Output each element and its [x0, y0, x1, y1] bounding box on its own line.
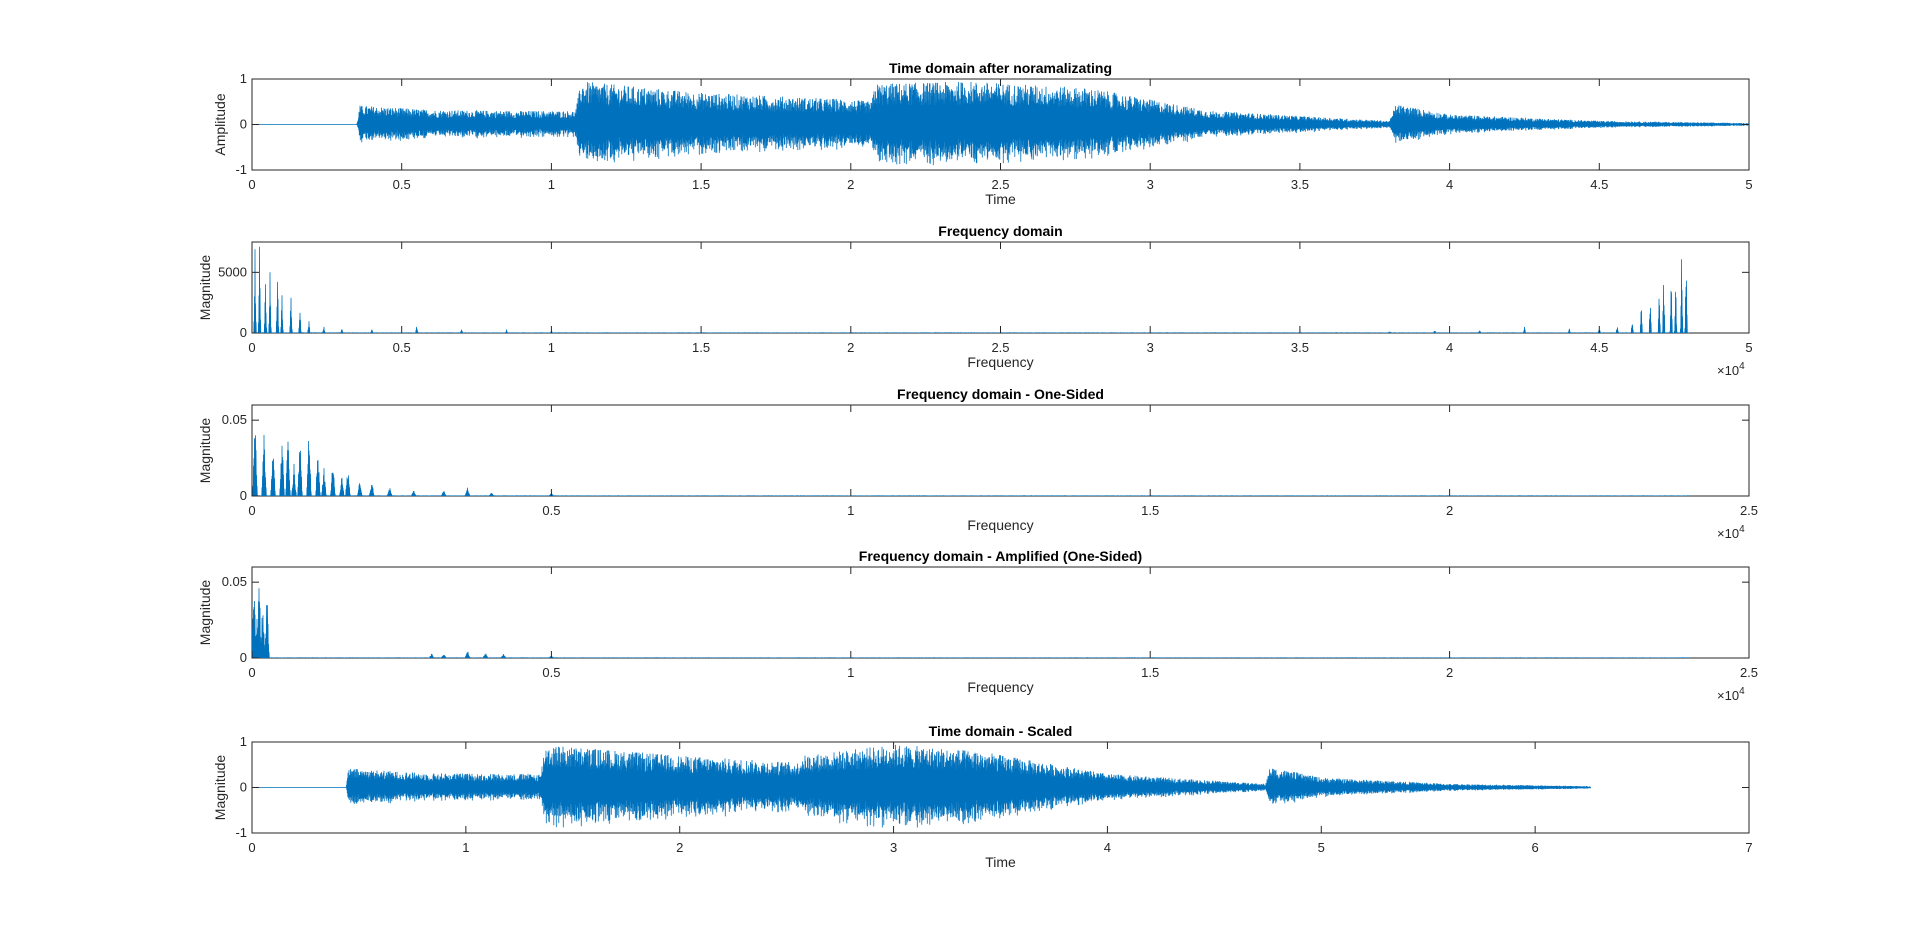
x-tick-label: 0.5 [542, 503, 560, 518]
x-tick-label: 3 [1147, 177, 1154, 192]
y-tick-label: 0.05 [222, 574, 247, 589]
x-tick-label: 2 [847, 177, 854, 192]
x-tick-label: 0 [248, 503, 255, 518]
x-exponent-power: 4 [1739, 524, 1745, 535]
x-tick-label: 2.5 [991, 340, 1009, 355]
x-tick-label: 0 [248, 665, 255, 680]
x-exponent-power: 4 [1739, 361, 1745, 372]
y-tick-label: 0 [240, 780, 247, 795]
x-exponent-base: ×10 [1717, 363, 1739, 378]
chart-title: Time domain - Scaled [929, 723, 1073, 739]
chart-title: Time domain after noramalizating [889, 60, 1112, 76]
x-tick-label: 0.5 [542, 665, 560, 680]
x-tick-label: 1.5 [692, 340, 710, 355]
x-tick-label: 0 [248, 340, 255, 355]
x-tick-label: 0 [248, 840, 255, 855]
x-tick-label: 1.5 [1141, 665, 1159, 680]
x-axis-label: Frequency [967, 354, 1033, 370]
x-exponent-label: ×104 [1717, 686, 1745, 703]
x-tick-label: 0.5 [393, 340, 411, 355]
series-line [252, 744, 1592, 828]
x-tick-label: 5 [1745, 340, 1752, 355]
x-tick-label: 1.5 [1141, 503, 1159, 518]
x-tick-label: 1 [548, 340, 555, 355]
y-tick-label: -1 [235, 825, 247, 840]
subplot-2: 0 0.5 1 1.5 2 2.5 3 3.5 4 4.5 5 0 5000 Frequency doma… [197, 223, 1753, 378]
chart-title: Frequency domain - Amplified (One-Sided) [859, 548, 1142, 564]
x-tick-label: 2 [1446, 665, 1453, 680]
subplot-3: 0 0.5 1 1.5 2 2.5 0 0.05 Frequency domain - One-… [197, 386, 1758, 541]
y-tick-label: 0.05 [222, 412, 247, 427]
y-tick-label: 0 [240, 325, 247, 340]
axes-frame [251, 404, 1750, 497]
x-tick-label: 1 [548, 177, 555, 192]
y-axis-label: Magnitude [197, 255, 213, 321]
x-tick-label: 0 [248, 177, 255, 192]
x-tick-label: 4 [1446, 177, 1453, 192]
x-tick-label: 2.5 [991, 177, 1009, 192]
y-axis-label: Magnitude [212, 755, 228, 821]
y-axis-label: Magnitude [197, 580, 213, 646]
x-exponent-base: ×10 [1717, 526, 1739, 541]
chart-title: Frequency domain [938, 223, 1062, 239]
x-tick-label: 5 [1745, 177, 1752, 192]
x-axis-label: Time [985, 191, 1016, 207]
x-tick-label: 1 [462, 840, 469, 855]
y-tick-label: 0 [240, 117, 247, 132]
x-axis-label: Frequency [967, 679, 1033, 695]
x-exponent-base: ×10 [1717, 688, 1739, 703]
x-tick-label: 4 [1446, 340, 1453, 355]
y-tick-label: 5000 [218, 264, 247, 279]
x-tick-label: 4.5 [1590, 177, 1608, 192]
y-tick-label: 1 [240, 734, 247, 749]
x-tick-label: 6 [1532, 840, 1539, 855]
x-tick-label: 1 [847, 665, 854, 680]
x-exponent-label: ×104 [1717, 524, 1745, 541]
chart-title: Frequency domain - One-Sided [897, 386, 1104, 402]
y-tick-label: 0 [240, 650, 247, 665]
x-tick-label: 1.5 [692, 177, 710, 192]
x-tick-label: 2 [847, 340, 854, 355]
x-tick-label: 2.5 [1740, 503, 1758, 518]
x-exponent-power: 4 [1739, 686, 1745, 697]
x-tick-label: 4.5 [1590, 340, 1608, 355]
x-tick-label: 1 [847, 503, 854, 518]
y-tick-label: 0 [240, 488, 247, 503]
x-tick-label: 2 [1446, 503, 1453, 518]
y-axis-label: Amplitude [212, 93, 228, 155]
x-tick-label: 2.5 [1740, 665, 1758, 680]
axes-frame [251, 566, 1750, 659]
x-tick-label: 3.5 [1291, 177, 1309, 192]
x-tick-label: 7 [1745, 840, 1752, 855]
x-axis-label: Time [985, 854, 1016, 870]
y-axis-label: Magnitude [197, 418, 213, 484]
subplot-4: 0 0.5 1 1.5 2 2.5 0 0.05 Frequency domain - Ampl… [197, 548, 1758, 703]
axes-frame [251, 241, 1750, 334]
series-line [252, 81, 1749, 166]
x-tick-label: 5 [1318, 840, 1325, 855]
y-tick-label: -1 [235, 162, 247, 177]
x-axis-label: Frequency [967, 517, 1033, 533]
y-tick-label: 1 [240, 71, 247, 86]
x-tick-label: 3 [1147, 340, 1154, 355]
x-tick-label: 0.5 [393, 177, 411, 192]
x-tick-label: 4 [1104, 840, 1111, 855]
x-tick-label: 3.5 [1291, 340, 1309, 355]
x-tick-label: 3 [890, 840, 897, 855]
x-tick-label: 2 [676, 840, 683, 855]
x-exponent-label: ×104 [1717, 361, 1745, 378]
